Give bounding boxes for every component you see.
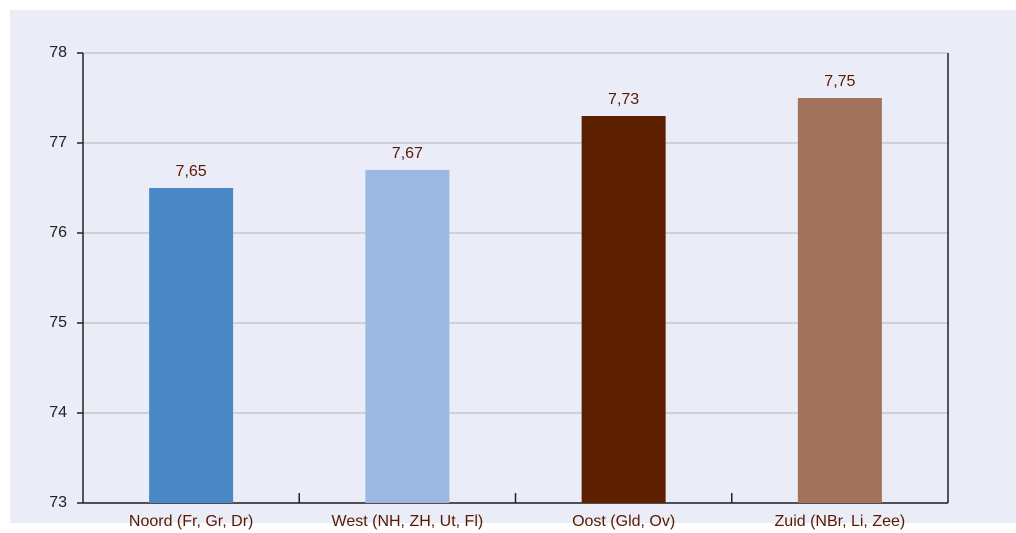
y-tick-label: 77 [49, 134, 67, 151]
bar [797, 98, 882, 503]
y-tick-label: 75 [49, 314, 67, 331]
data-label: 7,67 [392, 145, 423, 162]
x-tick-label: Oost (Gld, Ov) [572, 513, 675, 530]
y-tick-label: 73 [49, 494, 67, 511]
y-tick-label: 74 [49, 404, 67, 421]
bar [365, 170, 450, 503]
data-label: 7,65 [176, 163, 207, 180]
x-tick-label: West (NH, ZH, Ut, Fl) [332, 513, 484, 530]
data-label: 7,73 [608, 91, 639, 108]
y-tick-label: 78 [49, 44, 67, 61]
x-tick-label: Zuid (NBr, Li, Zee) [775, 513, 906, 530]
bar [149, 188, 234, 503]
x-tick-label: Noord (Fr, Gr, Dr) [129, 513, 253, 530]
y-tick-label: 76 [49, 224, 67, 241]
bar [581, 116, 666, 503]
data-label: 7,75 [824, 73, 855, 90]
